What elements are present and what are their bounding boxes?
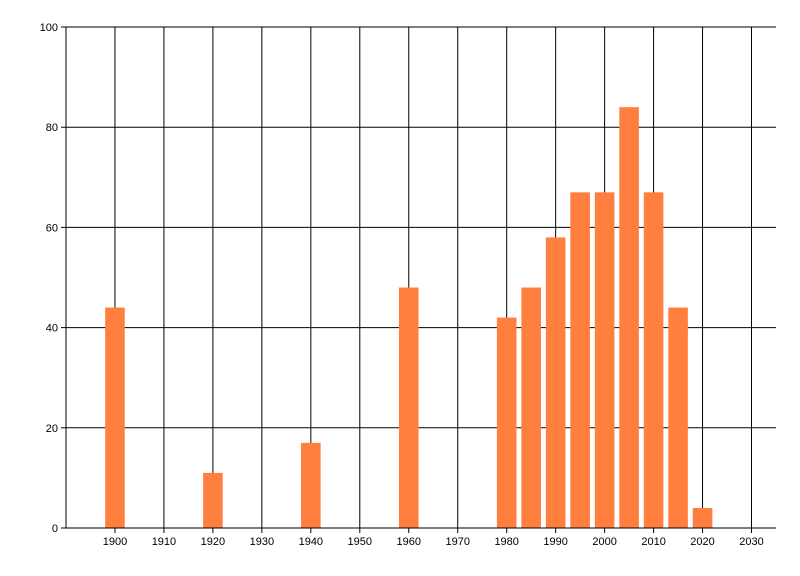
x-tick-label-2020: 2020 [690, 536, 714, 548]
axes [61, 26, 776, 533]
x-tick-label-2030: 2030 [739, 536, 763, 548]
x-tick-label-1950: 1950 [348, 536, 372, 548]
bar-2000 [594, 192, 615, 528]
bar-2020 [692, 507, 713, 528]
y-tick-label-60: 60 [46, 222, 58, 234]
x-tick-label-1900: 1900 [103, 536, 127, 548]
bar-1940 [301, 442, 321, 528]
y-tick-label-100: 100 [40, 22, 58, 34]
x-tick-label-1970: 1970 [445, 536, 469, 548]
y-tick-label-20: 20 [46, 423, 58, 435]
x-tick-label-1920: 1920 [201, 536, 225, 548]
bar-1920 [203, 472, 223, 528]
bar-1990 [545, 237, 566, 529]
x-tick-label-1940: 1940 [299, 536, 323, 548]
x-tick-label-1930: 1930 [250, 536, 274, 548]
bars [105, 107, 713, 529]
x-tick-label-1910: 1910 [152, 536, 176, 548]
x-tick-label-1960: 1960 [397, 536, 421, 548]
x-tick-label-1990: 1990 [543, 536, 567, 548]
y-tick-label-80: 80 [46, 122, 58, 134]
x-tick-label-1980: 1980 [494, 536, 518, 548]
bar-2010 [643, 192, 664, 528]
bar-2005 [619, 107, 639, 528]
bar-1985 [521, 287, 541, 528]
bar-1980 [496, 317, 517, 528]
y-tick-label-0: 0 [52, 523, 58, 535]
bar-1900 [105, 307, 125, 528]
tick-labels: 0 20 40 60 80 100 1900 1910 1920 1930 1940 1950 1960… [40, 22, 764, 548]
bar-1960 [398, 287, 419, 528]
x-tick-label-2000: 2000 [592, 536, 616, 548]
y-tick-label-40: 40 [46, 323, 58, 335]
bar-2015 [668, 307, 688, 528]
x-tick-label-2010: 2010 [641, 536, 665, 548]
bar-1995 [570, 192, 590, 528]
